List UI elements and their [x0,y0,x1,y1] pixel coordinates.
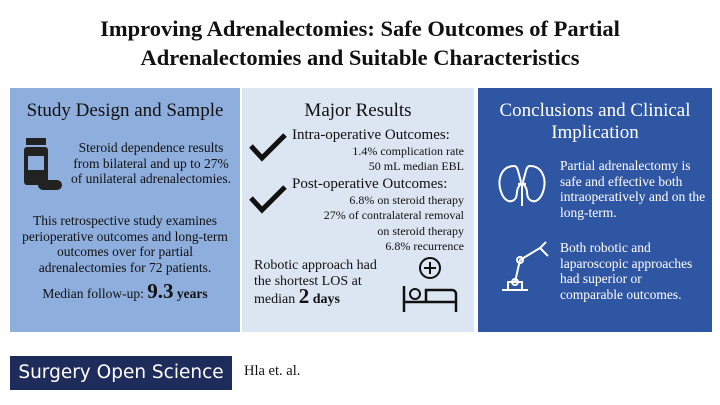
panel-title: Conclusions and Clinical Implication [499,100,691,143]
post-line: 27% of contralateral removal on steroid … [323,208,464,238]
authors: Hla et. al. [244,363,301,379]
description-text: This retrospective study examines periop… [22,213,228,275]
check-icon [249,185,287,214]
los-unit: days [312,292,340,307]
dependence-text: Steroid dependence results from bilatera… [70,140,232,186]
check-icon [249,133,287,162]
intra-line: 50 mL median EBL [368,159,464,173]
followup-unit: years [176,286,208,301]
title: Improving Adrenalectomies: Safe Outcomes… [100,16,620,70]
pill-icon [24,138,62,190]
followup: Median follow-up: 9.3 years [10,281,240,302]
results-panel: Major Results Intra-operative Outcomes: … [242,88,474,332]
post-heading: Post-operative Outcomes: [292,176,448,192]
los-value: 2 [298,284,310,308]
conclusion-text: Partial adrenalectomy is safe and effect… [560,158,706,220]
robot-arm-icon [502,241,549,291]
post-block: Post-operative Outcomes: 6.8% on steroid… [292,176,464,255]
intra-line: 1.4% complication rate [352,143,464,158]
conclusions-panel: Conclusions and Clinical Implication Par… [478,88,712,332]
intra-heading: Intra-operative Outcomes: [292,127,450,143]
post-line: 6.8% recurrence [385,239,464,253]
intra-block: Intra-operative Outcomes: 1.4% complicat… [292,127,464,175]
conclusion-text: Both robotic and laparoscopic approaches… [560,240,693,302]
panel-title: Study Design and Sample [26,100,224,121]
post-line: 6.8% on steroid therapy [349,192,464,207]
study-panel: Study Design and Sample Steroid dependen… [10,88,240,332]
los-label: Robotic approach had the shortest LOS at… [254,258,377,307]
followup-label: Median follow-up: [42,286,144,301]
followup-value: 9.3 [147,279,174,303]
kidney-icon [498,164,546,206]
los-text: Robotic approach had the shortest LOS at… [254,258,394,308]
journal-logo: Surgery Open Science [10,356,232,390]
bed-icon [402,257,458,312]
panel-title: Major Results [304,100,412,121]
